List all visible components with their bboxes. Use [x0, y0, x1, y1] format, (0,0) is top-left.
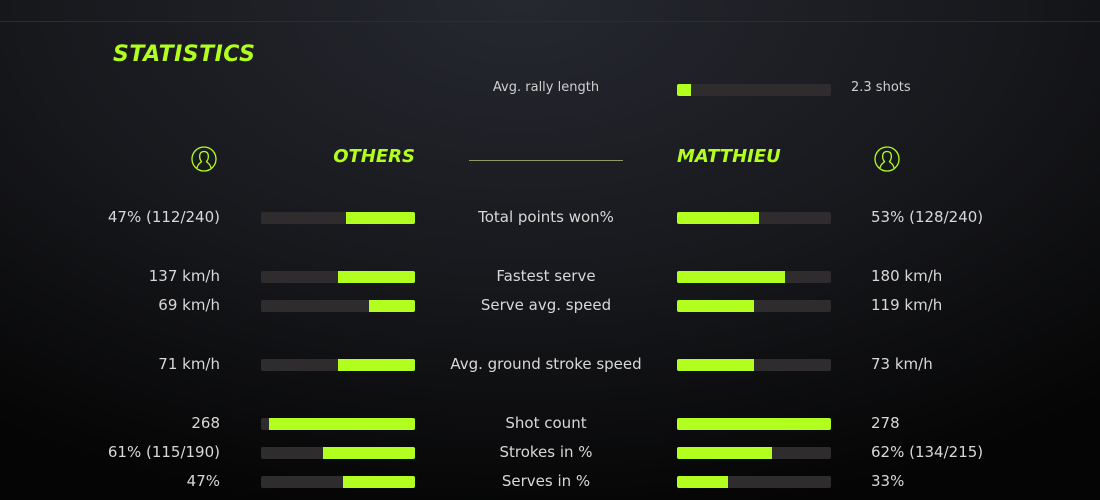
left-bar — [261, 300, 415, 312]
left-value: 268 — [191, 414, 220, 432]
left-value: 137 km/h — [148, 267, 220, 285]
bar-fill — [368, 300, 415, 312]
stat-row: 268 Shot count 278 — [0, 414, 1100, 434]
stat-label: Avg. ground stroke speed — [450, 355, 642, 373]
bar-fill — [345, 212, 415, 224]
bar-fill — [677, 447, 773, 459]
top-divider — [0, 21, 1100, 22]
bar-fill — [677, 359, 754, 371]
left-value: 61% (115/190) — [107, 443, 220, 461]
stat-label: Shot count — [505, 414, 587, 432]
bar-fill — [677, 476, 728, 488]
bar-fill — [338, 271, 415, 283]
bar-fill — [322, 447, 415, 459]
right-bar — [677, 212, 831, 224]
right-value: 33% — [871, 472, 905, 490]
rally-bar — [677, 84, 831, 96]
right-value: 62% (134/215) — [871, 443, 984, 461]
rally-value: 2.3 shots — [851, 80, 911, 95]
left-bar — [261, 447, 415, 459]
stat-row-rally: Avg. rally length 2.3 shots — [0, 80, 1100, 100]
stat-label: Fastest serve — [496, 267, 596, 285]
stat-label: Total points won% — [478, 208, 614, 226]
bar-fill — [677, 84, 691, 96]
left-bar — [261, 271, 415, 283]
stat-label: Serves in % — [501, 472, 591, 490]
bar-fill — [268, 418, 415, 430]
user-circle-icon — [191, 146, 217, 172]
right-bar — [677, 476, 831, 488]
right-value: 53% (128/240) — [871, 208, 984, 226]
right-bar — [677, 271, 831, 283]
stat-label: Strokes in % — [499, 443, 593, 461]
stat-row: 47% Serves in % 33% — [0, 472, 1100, 492]
right-value: 73 km/h — [871, 355, 933, 373]
stat-label: Serve avg. speed — [480, 296, 612, 314]
left-value: 47% (112/240) — [107, 208, 220, 226]
user-circle-icon — [874, 146, 900, 172]
left-bar — [261, 476, 415, 488]
stat-row: 69 km/h Serve avg. speed 119 km/h — [0, 296, 1100, 316]
bar-fill — [342, 476, 415, 488]
stat-row: 137 km/h Fastest serve 180 km/h — [0, 267, 1100, 287]
right-value: 278 — [871, 414, 900, 432]
left-value: 47% — [186, 472, 220, 490]
player-name-left: OTHERS — [333, 146, 415, 167]
page-title: STATISTICS — [113, 42, 256, 67]
left-value: 71 km/h — [158, 355, 220, 373]
left-bar — [261, 359, 415, 371]
stat-label: Avg. rally length — [492, 80, 600, 95]
stat-row: 47% (112/240) Total points won% 53% (128… — [0, 208, 1100, 228]
left-bar — [261, 212, 415, 224]
stat-row: 71 km/h Avg. ground stroke speed 73 km/h — [0, 355, 1100, 375]
stat-row: 61% (115/190) Strokes in % 62% (134/215) — [0, 443, 1100, 463]
left-bar — [261, 418, 415, 430]
right-value: 119 km/h — [871, 296, 943, 314]
bar-fill — [677, 418, 831, 430]
right-bar — [677, 359, 831, 371]
right-value: 180 km/h — [871, 267, 943, 285]
header-divider — [469, 160, 623, 161]
left-value: 69 km/h — [158, 296, 220, 314]
right-bar — [677, 418, 831, 430]
player-name-right: MATTHIEU — [677, 146, 781, 167]
right-bar — [677, 300, 831, 312]
bar-fill — [677, 271, 785, 283]
bar-fill — [677, 212, 759, 224]
bar-fill — [338, 359, 415, 371]
bar-fill — [677, 300, 754, 312]
right-bar — [677, 447, 831, 459]
